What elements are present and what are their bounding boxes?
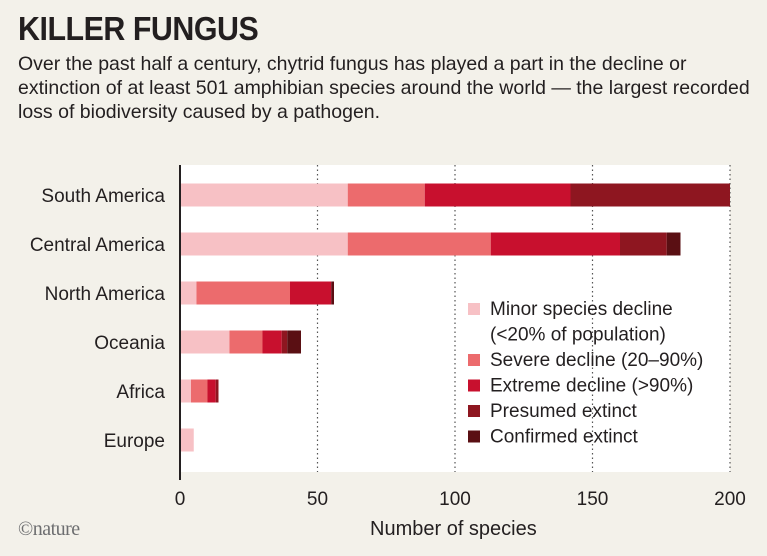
bar-north-america-s1 — [180, 281, 197, 305]
legend-swatch-4 — [468, 405, 480, 417]
bar-africa-s2 — [191, 379, 208, 403]
bar-central-america-s1 — [180, 232, 348, 256]
bar-oceania-s4 — [281, 330, 288, 354]
x-axis-label: Number of species — [370, 518, 537, 540]
bar-oceania-s5 — [287, 330, 301, 354]
bar-south-america-s2 — [347, 183, 425, 207]
legend-label-5: Confirmed extinct — [490, 427, 639, 448]
legend-label-2: Severe decline (20–90%) — [490, 350, 703, 371]
bar-europe-s1 — [180, 428, 194, 452]
bar-oceania-s3 — [262, 330, 282, 354]
legend-swatch-1 — [468, 303, 480, 315]
bar-central-america-s4 — [620, 232, 667, 256]
legend-label-3: Extreme decline (>90%) — [490, 376, 693, 397]
bar-africa-s1 — [180, 379, 191, 403]
category-label: Africa — [116, 382, 165, 403]
legend-swatch-5 — [468, 430, 480, 443]
legend-swatch-3 — [468, 379, 480, 392]
x-tick-label: 150 — [577, 489, 609, 510]
bar-oceania-s2 — [229, 330, 263, 354]
category-label: Oceania — [94, 333, 165, 354]
bar-north-america-s3 — [290, 281, 332, 305]
chart-title: KILLER FUNGUS — [18, 10, 259, 47]
x-tick-label: 200 — [714, 489, 746, 510]
bar-south-america-s3 — [424, 183, 571, 207]
bar-central-america-s2 — [347, 232, 491, 256]
legend-label-4: Presumed extinct — [490, 401, 638, 422]
bar-central-america-s3 — [490, 232, 620, 256]
chart-subtitle: Over the past half a century, chytrid fu… — [18, 53, 750, 123]
bar-south-america-s1 — [180, 183, 348, 207]
legend-swatch-2 — [468, 354, 480, 366]
bar-north-america-s2 — [196, 281, 290, 305]
bar-south-america-s4 — [570, 183, 730, 207]
legend-label-1: Minor species decline (<20% of population… — [490, 299, 673, 346]
x-tick-label: 50 — [307, 489, 328, 510]
x-tick-label: 100 — [439, 489, 471, 510]
bar-central-america-s5 — [666, 232, 681, 256]
bar-africa-s3 — [207, 379, 216, 403]
category-label: Europe — [104, 431, 165, 452]
nature-credit: ©nature — [18, 518, 80, 540]
category-label: South America — [41, 186, 165, 207]
category-label: Central America — [30, 235, 166, 256]
x-tick-label: 0 — [175, 489, 186, 510]
bar-africa-s4 — [215, 379, 219, 403]
category-label: North America — [45, 284, 166, 305]
bar-oceania-s1 — [180, 330, 230, 354]
bar-north-america-s5 — [331, 281, 334, 305]
